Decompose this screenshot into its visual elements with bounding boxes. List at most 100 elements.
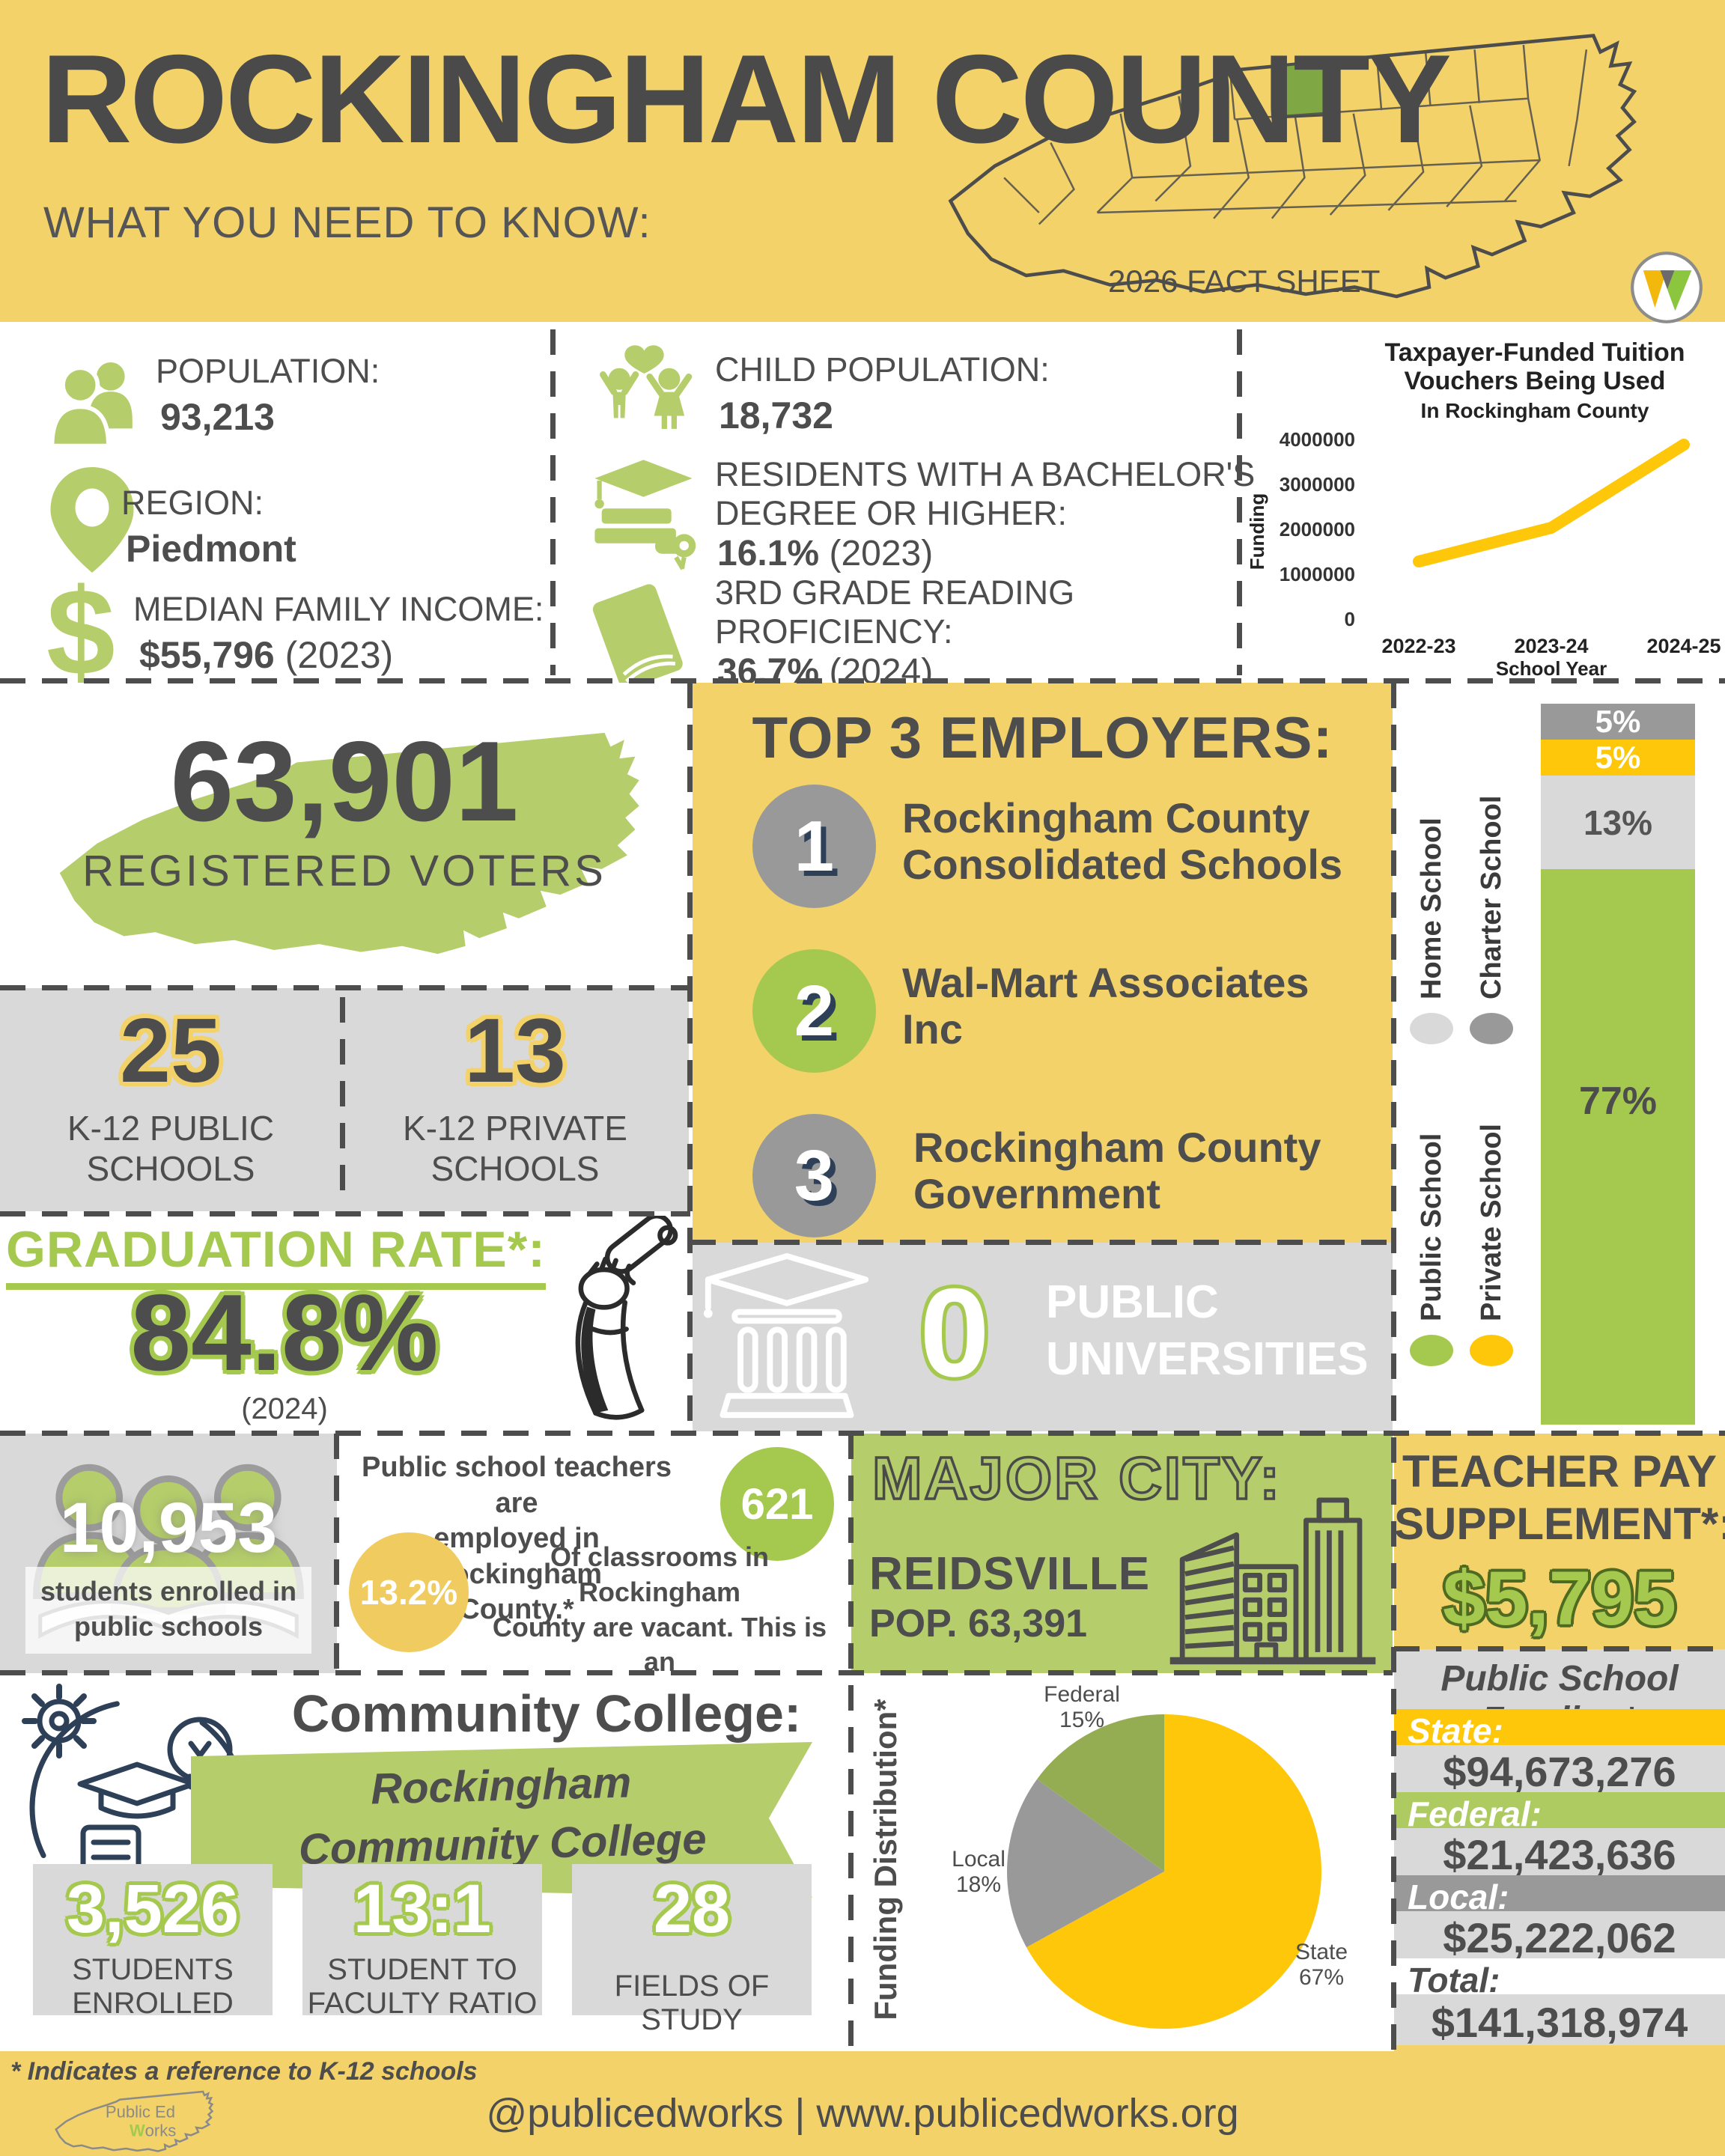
employer-rank-2: 2 xyxy=(752,949,876,1073)
reading-book-icon xyxy=(592,584,683,689)
employer-name-2: Wal-Mart Associates Inc xyxy=(902,960,1309,1052)
employer-name-line: Rockingham County xyxy=(913,1124,1321,1171)
ytick-1m: 1000000 xyxy=(1280,563,1355,585)
svg-text:Works: Works xyxy=(130,2121,176,2140)
region-label: REGION: xyxy=(121,484,264,522)
logo-text-line-1: Public Ed xyxy=(106,2102,175,2121)
ytick-2m: 2000000 xyxy=(1280,518,1355,540)
pie-local-pct: 18% xyxy=(956,1872,1001,1897)
ytick-4m: 4000000 xyxy=(1280,428,1355,451)
college-stat-label: FACULTY RATIO xyxy=(307,1987,538,2020)
college-stat-label: FIELDS OF STUDY xyxy=(614,1970,770,2036)
bar-private-segment: 5% xyxy=(1541,740,1695,776)
students-label-line: public schools xyxy=(73,1610,264,1642)
teachers-text: Public school teachers are employed in R… xyxy=(352,1450,681,1628)
funding-local-value: $25,222,062 xyxy=(1394,1911,1725,1961)
college-stat-value: 13:1 xyxy=(353,1871,492,1947)
divider-v-stats-1 xyxy=(550,329,556,675)
funding-total-value: $141,318,974 xyxy=(1394,1994,1725,2046)
income-year: (2023) xyxy=(285,634,394,676)
city-buildings-icon xyxy=(1169,1497,1376,1665)
vacancy-text-line: Of classrooms in Rockingham xyxy=(550,1541,770,1607)
graduation-block: GRADUATION RATE*: 84.8% (2024) xyxy=(0,1214,689,1431)
funding-filler xyxy=(1394,2045,1725,2053)
reading-label-2: PROFICIENCY: xyxy=(715,612,953,651)
funding-heading: Public School Funding* xyxy=(1394,1649,1725,1740)
population-icon xyxy=(49,362,133,448)
college-stat-value: 3,526 xyxy=(66,1871,240,1947)
fact-sheet-label: 2026 FACT SHEET xyxy=(1108,264,1381,299)
college-stat-value: 28 xyxy=(653,1871,731,1947)
employers-block: TOP 3 EMPLOYERS: 1 Rockingham County Con… xyxy=(693,683,1393,1243)
employer-rank-3: 3 xyxy=(752,1114,876,1237)
legend-public-school: Public School xyxy=(1410,1052,1453,1366)
bachelors-value: 16.1% xyxy=(717,534,820,573)
page-title: ROCKINGHAM COUNTY xyxy=(41,28,1452,169)
social-handle: @publicedworks | www.publicedworks.org xyxy=(486,2091,1239,2136)
footer: * Indicates a reference to K-12 schools … xyxy=(0,2051,1725,2156)
county-stats-row: POPULATION: 93,213 REGION: Piedmont $ ME… xyxy=(0,322,1725,694)
universities-block: 0 PUBLIC UNIVERSITIES xyxy=(693,1243,1393,1431)
bar-public-segment: 77% xyxy=(1541,869,1695,1425)
funding-total-label: Total: xyxy=(1394,1958,1725,2000)
divider-v-left-center xyxy=(687,683,693,1431)
divider-h-voters-schools xyxy=(0,985,690,990)
brand-logo xyxy=(1629,250,1704,325)
segment-label: 5% xyxy=(1595,740,1641,775)
divider-h-mid xyxy=(0,1431,1725,1436)
graduation-year: (2024) xyxy=(241,1392,328,1425)
private-school-dot-icon xyxy=(1470,1335,1513,1366)
region-pin-icon xyxy=(50,467,134,573)
private-schools-count: 13 xyxy=(464,999,566,1101)
college-stat-label: ENROLLED xyxy=(72,1987,234,2020)
college-stat-label: STUDENTS xyxy=(72,1953,234,1986)
nc-county-map xyxy=(948,34,1637,299)
employer-name-1: Rockingham County Consolidated Schools xyxy=(902,795,1342,887)
ytick-3m: 3000000 xyxy=(1280,473,1355,496)
divider-h-teachers-college xyxy=(0,1670,1393,1675)
legend-charter-school: Charter School xyxy=(1470,730,1513,1044)
teacher-pay-heading-2: SUPPLEMENT*: xyxy=(1394,1499,1725,1549)
universities-count: 0 xyxy=(919,1262,990,1403)
k12-schools-block: 25 K-12 PUBLIC SCHOOLS 13 K-12 PRIVATE S… xyxy=(0,988,689,1211)
employer-name-line: Wal-Mart Associates xyxy=(902,959,1309,1006)
legend-label: Private School xyxy=(1475,1124,1507,1321)
publicedworks-logo: Public Ed Works xyxy=(55,2090,214,2152)
divider-h-schools-grad xyxy=(0,1211,690,1216)
voucher-line-chart: Taxpayer-Funded Tuition Vouchers Being U… xyxy=(1246,338,1721,678)
reading-label-1: 3RD GRADE READING xyxy=(715,573,1075,612)
charter-school-dot-icon xyxy=(1470,1013,1513,1044)
students-label-line: students enrolled in xyxy=(40,1576,297,1607)
legend-label: Public School xyxy=(1415,1133,1447,1321)
teachers-count: 621 xyxy=(740,1479,814,1529)
dollar-icon: $ xyxy=(46,563,115,701)
xtick-2022: 2022-23 xyxy=(1381,635,1455,657)
graduation-heading: GRADUATION RATE*: xyxy=(6,1220,546,1290)
legend-private-school: Private School xyxy=(1470,1052,1513,1366)
students-enrolled-block: 10,953 students enrolled in public schoo… xyxy=(0,1434,337,1673)
employer-name-line: Rockingham County xyxy=(902,794,1310,841)
bachelors-label-1: RESIDENTS WITH A BACHELOR'S xyxy=(715,455,1256,493)
schools-divider xyxy=(340,997,345,1202)
universities-label-2: UNIVERSITIES xyxy=(1046,1333,1369,1385)
income-value: $55,796 xyxy=(139,634,275,676)
graduation-books-icon xyxy=(594,460,696,570)
segment-label: 5% xyxy=(1595,704,1641,739)
ytick-0: 0 xyxy=(1345,608,1355,630)
employer-rank-1: 1 xyxy=(752,785,876,908)
public-schools-count: 25 xyxy=(120,999,222,1101)
bachelors-label-2: DEGREE OR HIGHER: xyxy=(715,494,1068,532)
college-stat-fields: 28 FIELDS OF STUDY xyxy=(572,1864,812,2036)
divider-h-stats xyxy=(0,678,1725,683)
xtick-2024: 2024-25 xyxy=(1646,635,1721,657)
pie-local-slice xyxy=(1007,1779,1164,1948)
major-city-population: POP. 63,391 xyxy=(869,1602,1088,1645)
employer-name-line: Inc xyxy=(902,1005,963,1053)
teachers-text-line: County.* xyxy=(459,1594,574,1625)
region-value: Piedmont xyxy=(126,528,296,570)
xtick-2023: 2023-24 xyxy=(1514,635,1588,657)
population-label: POPULATION: xyxy=(156,352,380,390)
logo-text-w: W xyxy=(130,2121,145,2140)
child-population-value: 18,732 xyxy=(719,395,833,436)
